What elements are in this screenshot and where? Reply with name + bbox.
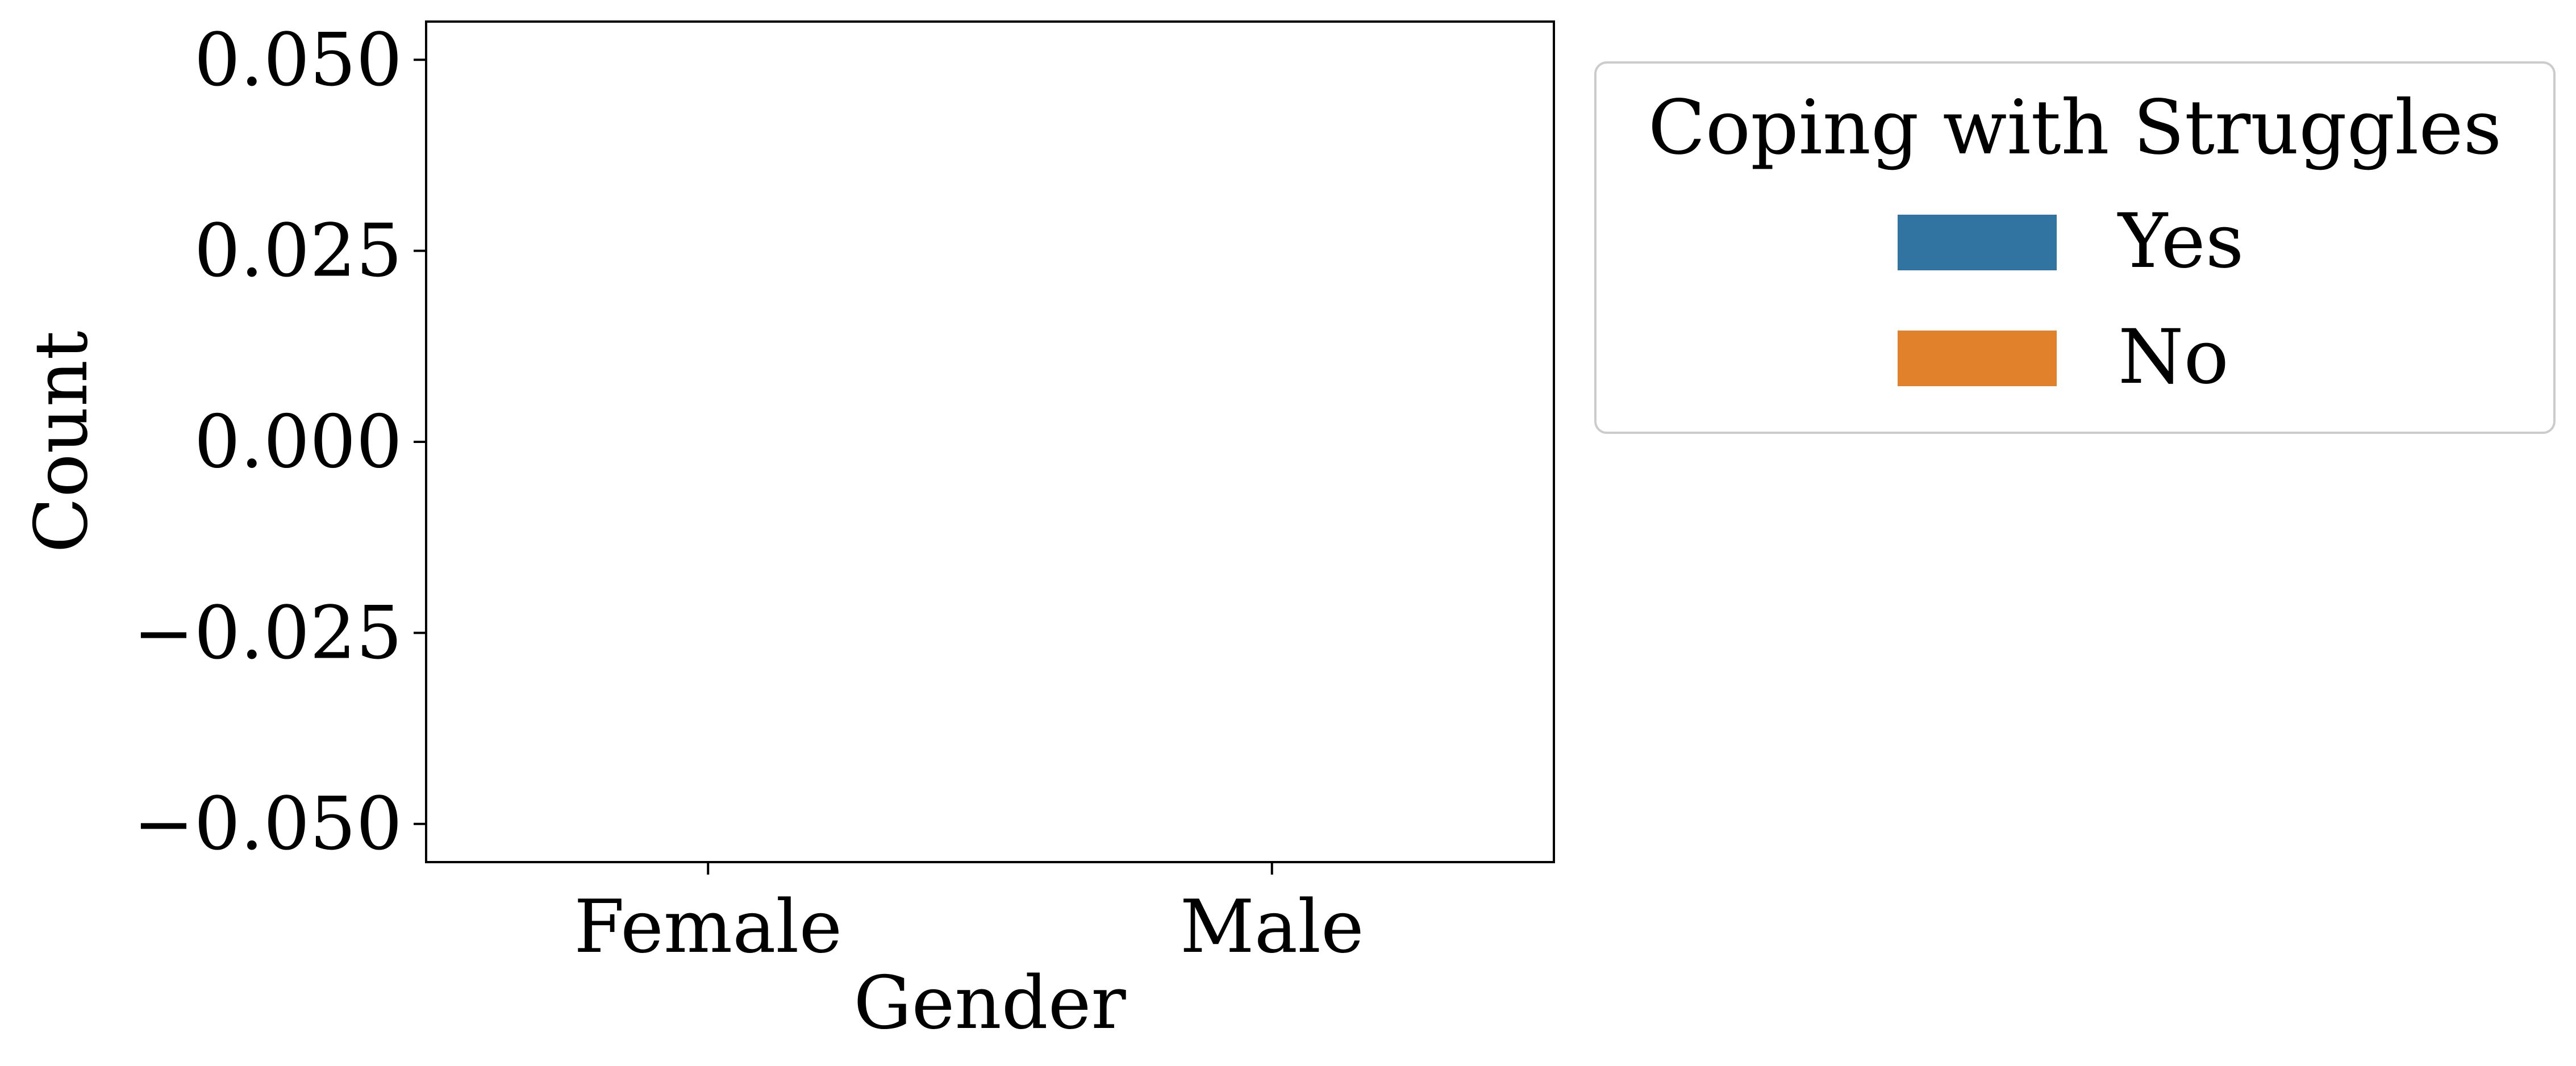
legend: Coping with Struggles Yes No	[1594, 61, 2556, 434]
y-tick-label: 0.050	[194, 18, 402, 102]
y-axis-title: Count	[19, 331, 104, 553]
plot-background	[426, 22, 1554, 862]
x-axis-title: Gender	[853, 961, 1126, 1046]
legend-title: Coping with Struggles	[1648, 84, 2502, 172]
x-tick-label: Female	[574, 885, 842, 969]
legend-label-no: No	[2118, 313, 2229, 401]
y-tick-label: 0.025	[194, 209, 402, 294]
y-tick-label: −0.025	[133, 591, 402, 675]
legend-frame	[1594, 61, 2556, 434]
y-tick-label: −0.050	[133, 782, 402, 867]
y-axis: 0.050 0.025 0.000 −0.025 −0.050	[133, 18, 426, 867]
legend-swatch-yes	[1898, 215, 2057, 270]
legend-label-yes: Yes	[2117, 198, 2244, 285]
x-axis: Female Male	[574, 862, 1364, 969]
y-tick-label: 0.000	[194, 400, 402, 484]
plot-frame	[425, 20, 1555, 863]
legend-swatch-no	[1898, 331, 2057, 386]
x-tick-label: Male	[1180, 885, 1364, 969]
